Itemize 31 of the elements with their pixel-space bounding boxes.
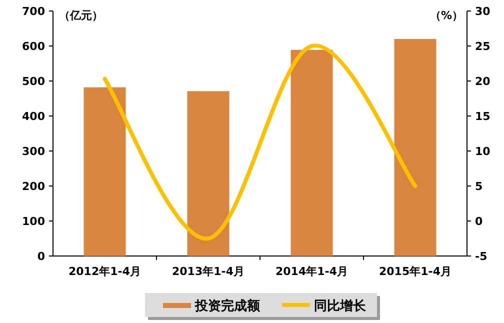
legend-label: 同比增长 (314, 299, 367, 314)
x-tick-label: 2013年1-4月 (172, 265, 244, 278)
y2-tick-label: 25 (475, 40, 490, 53)
bar (84, 87, 126, 256)
y-tick-label: 500 (22, 75, 46, 88)
y2-axis-title: （%） (430, 9, 463, 22)
legend-label: 投资完成额 (194, 298, 261, 314)
y2-tick-label: 0 (475, 215, 483, 228)
line-series (102, 44, 418, 240)
y2-tick-label: 10 (475, 145, 491, 158)
y-tick-label: 200 (22, 180, 46, 193)
y-tick-label: 100 (22, 215, 46, 228)
y-tick-label: 700 (22, 5, 46, 18)
bar (394, 39, 436, 256)
y-tick-label: 600 (22, 40, 46, 53)
y-tick-label: 300 (22, 145, 46, 158)
legend-投资完成额: 投资完成额 (163, 299, 260, 314)
y-tick-label: 0 (37, 250, 46, 263)
bar (187, 91, 230, 256)
x-tick-label: 2014年1-4月 (276, 265, 348, 278)
y2-tick-label: 30 (475, 5, 491, 18)
y2-tick-label: 20 (475, 75, 491, 88)
x-tick-label: 2012年1-4月 (68, 265, 141, 278)
y-tick-label: 400 (22, 110, 46, 123)
y2-tick-label: -5 (475, 250, 488, 263)
y-axis-title: （亿元） (59, 9, 103, 22)
bar (290, 50, 333, 256)
legend-同比增长: 同比增长 (282, 299, 366, 314)
x-tick-label: 2015年1-4月 (379, 265, 452, 278)
y2-tick-label: 15 (475, 110, 490, 123)
y2-tick-label: 5 (475, 180, 483, 193)
